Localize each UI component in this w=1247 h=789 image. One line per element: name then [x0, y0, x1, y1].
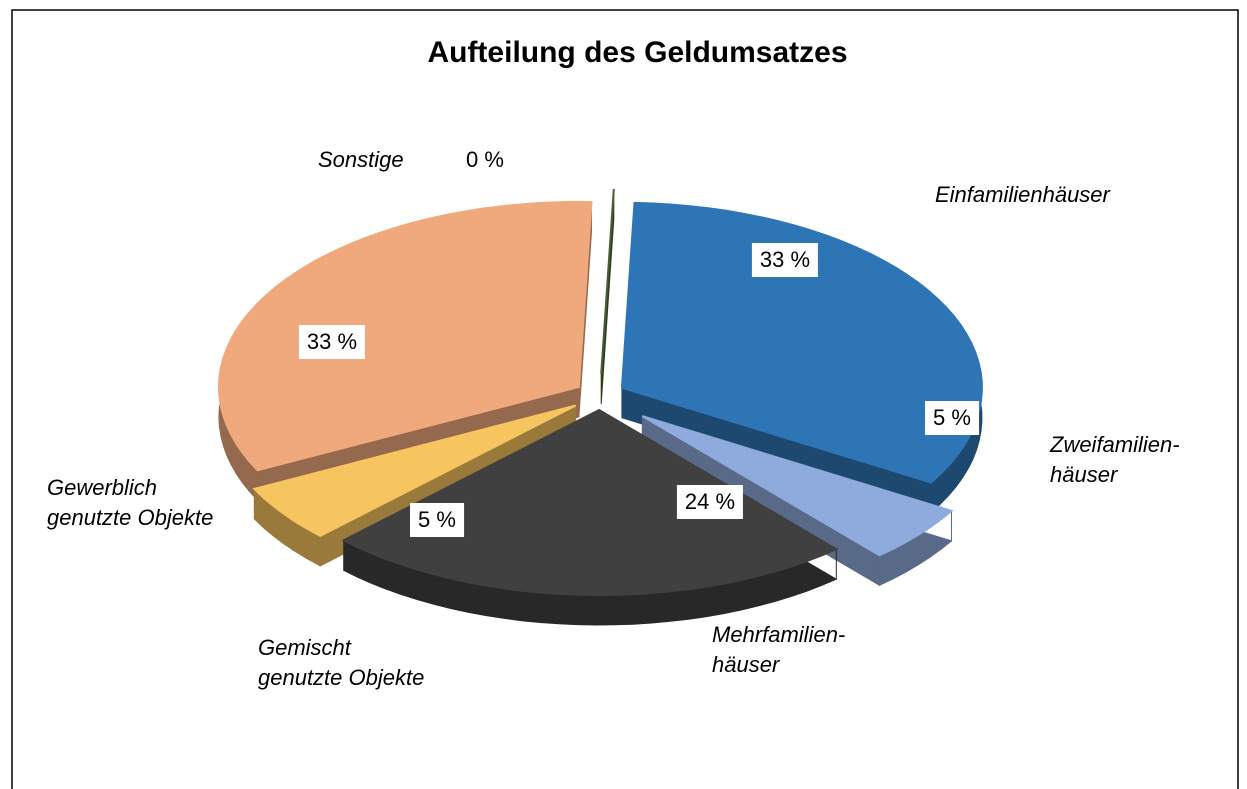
- slice: [600, 189, 615, 375]
- slice: [341, 408, 839, 597]
- data-label: 5 %: [410, 503, 464, 537]
- data-label: 0 %: [466, 147, 504, 172]
- category-label: Mehrfamilien- häuser: [712, 622, 846, 677]
- category-label: Gewerblich genutzte Objekte: [47, 475, 214, 530]
- data-label: 5 %: [925, 401, 979, 435]
- category-label: Gemischt genutzte Objekte: [258, 635, 425, 690]
- frame: [11, 9, 1239, 789]
- data-label: 33 %: [751, 243, 819, 277]
- data-label: 24 %: [676, 485, 744, 519]
- chart-title: Aufteilung des Geldumsatzes: [427, 36, 848, 69]
- category-label: Sonstige: [318, 147, 404, 172]
- category-label: Einfamilienhäuser: [935, 182, 1110, 207]
- data-label: 33 %: [298, 325, 366, 359]
- slice: [217, 200, 593, 472]
- slice: [252, 404, 577, 538]
- category-label: Zweifamilien- häuser: [1050, 432, 1180, 487]
- slice: [641, 415, 954, 557]
